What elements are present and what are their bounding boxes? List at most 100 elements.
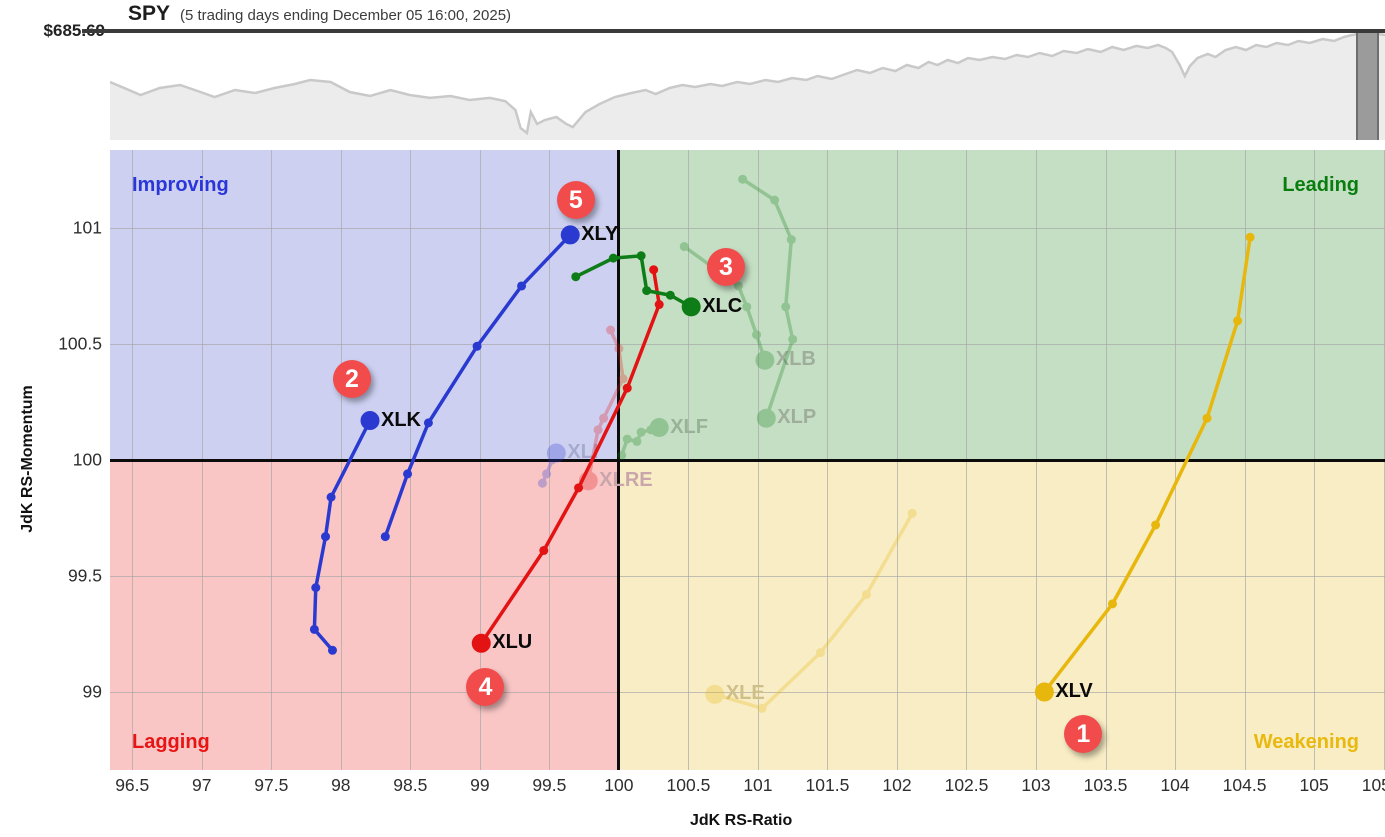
xli-point xyxy=(547,455,557,465)
price-navigator[interactable] xyxy=(109,32,1385,140)
xly-point xyxy=(423,418,433,428)
xlp-point xyxy=(738,174,748,184)
xlv-endpoint[interactable] xyxy=(1034,682,1054,702)
xlf-point xyxy=(617,450,627,460)
y-tick-99: 99 xyxy=(82,681,102,702)
xlp-point xyxy=(770,195,780,205)
xlf-label[interactable]: XLF xyxy=(670,415,708,438)
xly-point xyxy=(517,281,527,291)
xly-label[interactable]: XLY xyxy=(581,222,619,245)
xli-point xyxy=(537,478,547,488)
xlc-label[interactable]: XLC xyxy=(702,294,743,317)
x-tick-100.5: 100.5 xyxy=(666,775,711,795)
xlk-endpoint[interactable] xyxy=(360,411,380,431)
xlu-point xyxy=(574,483,584,493)
xle-point xyxy=(861,590,871,600)
center-horizontal-line xyxy=(110,458,1385,462)
h-gridline xyxy=(110,576,1385,578)
x-tick-105.5: 105.5 xyxy=(1361,775,1385,795)
xly-endpoint[interactable] xyxy=(560,225,580,245)
xlk-point xyxy=(326,492,336,502)
xlu-point xyxy=(654,300,664,310)
xlc-tail[interactable] xyxy=(571,251,701,317)
xlre-label[interactable]: XLRE xyxy=(599,468,653,491)
y-tick-100.5: 100.5 xyxy=(58,333,102,354)
xlre-point xyxy=(606,325,616,335)
xlp-tail[interactable] xyxy=(738,174,798,428)
xlu-tail[interactable] xyxy=(471,265,664,653)
xlf-point xyxy=(636,427,646,437)
xlc-point xyxy=(636,251,646,261)
marker-badge-3: 3 xyxy=(706,248,745,287)
xlre-tail[interactable] xyxy=(578,325,628,491)
quadrant-weakening xyxy=(618,460,1385,770)
xlre-point xyxy=(593,425,603,435)
quadrant-label-improving: Improving xyxy=(132,174,229,196)
xli-tail[interactable] xyxy=(537,443,566,488)
x-axis-ticks: 96.5 97 97.5 98 98.5 99 99.5 100 100.5 101 101.5 10… xyxy=(0,775,1385,799)
xlb-point xyxy=(742,302,752,312)
quadrant-improving xyxy=(110,150,619,460)
xlre-point xyxy=(599,413,609,423)
xlu-point xyxy=(622,383,632,393)
h-gridline xyxy=(110,227,1385,229)
xlk-label[interactable]: XLK xyxy=(381,408,421,431)
xli-label[interactable]: XLI xyxy=(567,441,599,464)
xlv-label[interactable]: XLV xyxy=(1055,680,1093,703)
xlk-tail[interactable] xyxy=(309,411,380,655)
xlf-tail[interactable] xyxy=(617,418,669,460)
rrg-series-layer xyxy=(309,174,1255,713)
xlf-point xyxy=(646,425,656,435)
quadrant-label-weakening: Weakening xyxy=(1253,731,1359,753)
x-axis-title: JdK RS-Ratio xyxy=(690,812,793,829)
xle-point xyxy=(757,703,767,713)
xlk-point xyxy=(321,532,331,542)
xlb-endpoint[interactable] xyxy=(755,350,775,370)
xlp-point xyxy=(781,302,791,312)
xlu-label[interactable]: XLU xyxy=(492,631,533,654)
xlc-point xyxy=(571,272,581,282)
y-tick-100: 100 xyxy=(72,449,102,470)
x-tick-98: 98 xyxy=(331,775,351,795)
quadrant-leading xyxy=(618,150,1385,460)
xly-point xyxy=(472,341,482,351)
xlp-point xyxy=(786,235,796,245)
xle-endpoint[interactable] xyxy=(705,684,725,704)
xlv-point xyxy=(1202,413,1212,423)
marker-badge-2: 2 xyxy=(332,359,371,398)
x-tick-104.5: 104.5 xyxy=(1222,775,1267,795)
x-tick-102.5: 102.5 xyxy=(944,775,989,795)
rrg-plot-area[interactable]: Improving Leading Lagging Weakening Stoc… xyxy=(110,150,1385,770)
xlp-label[interactable]: XLP xyxy=(777,406,817,429)
xlu-endpoint[interactable] xyxy=(471,633,491,653)
xlf-endpoint[interactable] xyxy=(649,418,669,438)
xle-label[interactable]: XLE xyxy=(725,682,765,705)
xlc-point xyxy=(608,253,618,263)
marker-badge-1: 1 xyxy=(1064,714,1103,753)
xlv-tail[interactable] xyxy=(1034,232,1255,702)
xlc-endpoint[interactable] xyxy=(681,297,701,317)
xli-endpoint[interactable] xyxy=(546,443,566,463)
range-slider-handle[interactable] xyxy=(1356,33,1379,140)
y-tick-101: 101 xyxy=(72,217,102,238)
x-tick-101: 101 xyxy=(743,775,773,795)
h-gridline xyxy=(110,343,1385,345)
quadrant-label-lagging: Lagging xyxy=(132,731,210,753)
x-tick-103: 103 xyxy=(1021,775,1051,795)
x-tick-100: 100 xyxy=(604,775,634,795)
xlre-point xyxy=(614,344,624,354)
xlu-point xyxy=(539,545,549,555)
xlv-point xyxy=(1233,316,1243,326)
xlb-label[interactable]: XLB xyxy=(775,348,816,371)
xlf-point xyxy=(632,436,642,446)
marker-badge-5: 5 xyxy=(556,181,595,220)
xlu-point xyxy=(649,265,659,275)
x-tick-97: 97 xyxy=(192,775,212,795)
xli-point xyxy=(542,469,552,479)
xle-tail[interactable] xyxy=(705,508,917,713)
xly-tail[interactable] xyxy=(380,225,580,542)
x-tick-98.5: 98.5 xyxy=(393,775,428,795)
xlp-endpoint[interactable] xyxy=(756,408,776,428)
x-tick-103.5: 103.5 xyxy=(1083,775,1128,795)
xlre-point xyxy=(618,374,628,384)
